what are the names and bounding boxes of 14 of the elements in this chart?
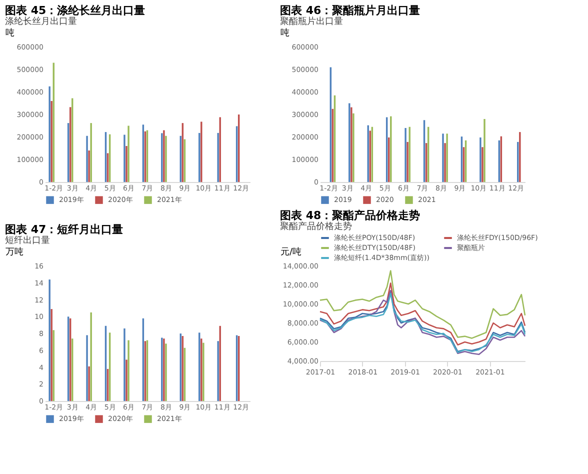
chart-title: 图表 48：聚酯产品价格走势 <box>280 209 420 222</box>
chart-title: 图表 46：聚酯瓶片月出口量 <box>280 4 420 17</box>
y-axis-title: 吨 <box>280 28 290 38</box>
line-series <box>319 282 526 346</box>
chart-subtitle: 聚酯产品价格走势 <box>280 221 352 232</box>
chart-subtitle: 涤纶长丝月出口量 <box>5 16 77 27</box>
y-axis-title: 万吨 <box>6 246 24 258</box>
chart-subtitle: 聚酯瓶片出口量 <box>280 16 343 27</box>
y-axis-title: 吨 <box>6 28 14 38</box>
line-series <box>319 270 526 339</box>
chart-title: 图表 47：短纤月出口量 <box>5 223 124 236</box>
chart-title: 图表 45：涤纶长丝月出口量 <box>5 4 146 17</box>
chart-subtitle: 短纤出口量 <box>5 235 50 246</box>
y-axis-title: 元/吨 <box>280 246 302 258</box>
